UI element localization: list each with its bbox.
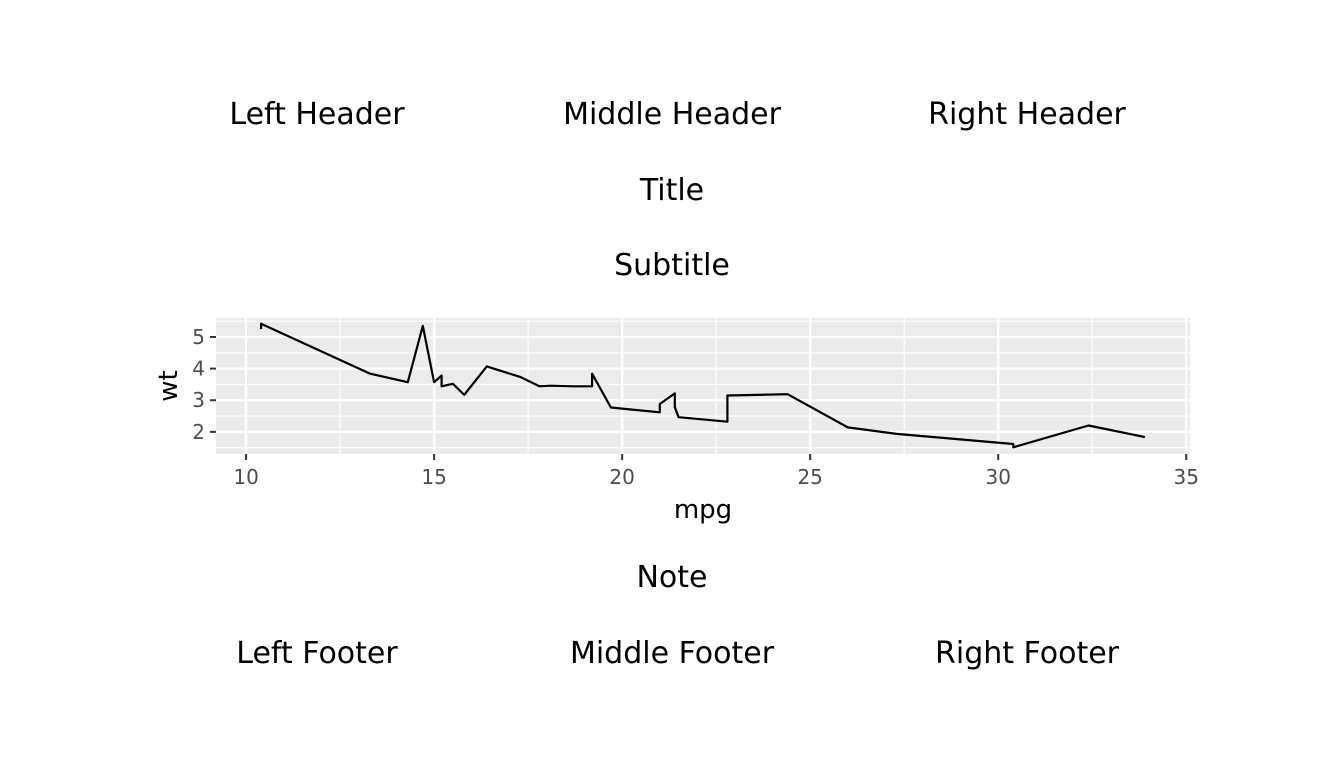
left-header: Left Header: [229, 97, 405, 132]
x-tick-label: 10: [233, 465, 258, 489]
y-tick-label: 3: [192, 388, 205, 412]
x-tick-label: 35: [1174, 465, 1199, 489]
x-axis-title: mpg: [674, 495, 732, 525]
major-gridlines: [216, 318, 1190, 454]
x-tick-label: 20: [609, 465, 634, 489]
chart-title: Title: [639, 173, 705, 208]
series-line: [260, 322, 1146, 449]
middle-header: Middle Header: [563, 97, 781, 132]
chart-subtitle: Subtitle: [614, 248, 730, 283]
x-tick-label: 30: [985, 465, 1010, 489]
y-tick-label: 5: [192, 325, 205, 349]
y-axis: 2 3 4 5: [192, 325, 216, 444]
left-footer: Left Footer: [236, 636, 398, 671]
y-axis-title: wt: [154, 370, 184, 401]
x-axis: 10 15 20 25 30 35: [233, 454, 1199, 489]
y-tick-label: 4: [192, 357, 205, 381]
x-tick-label: 25: [797, 465, 822, 489]
right-header: Right Header: [928, 97, 1126, 132]
note: Note: [636, 560, 708, 595]
middle-footer: Middle Footer: [569, 636, 775, 671]
y-tick-label: 2: [192, 420, 205, 444]
x-tick-label: 15: [421, 465, 446, 489]
plot-panel: [216, 318, 1190, 454]
right-footer: Right Footer: [935, 636, 1119, 671]
